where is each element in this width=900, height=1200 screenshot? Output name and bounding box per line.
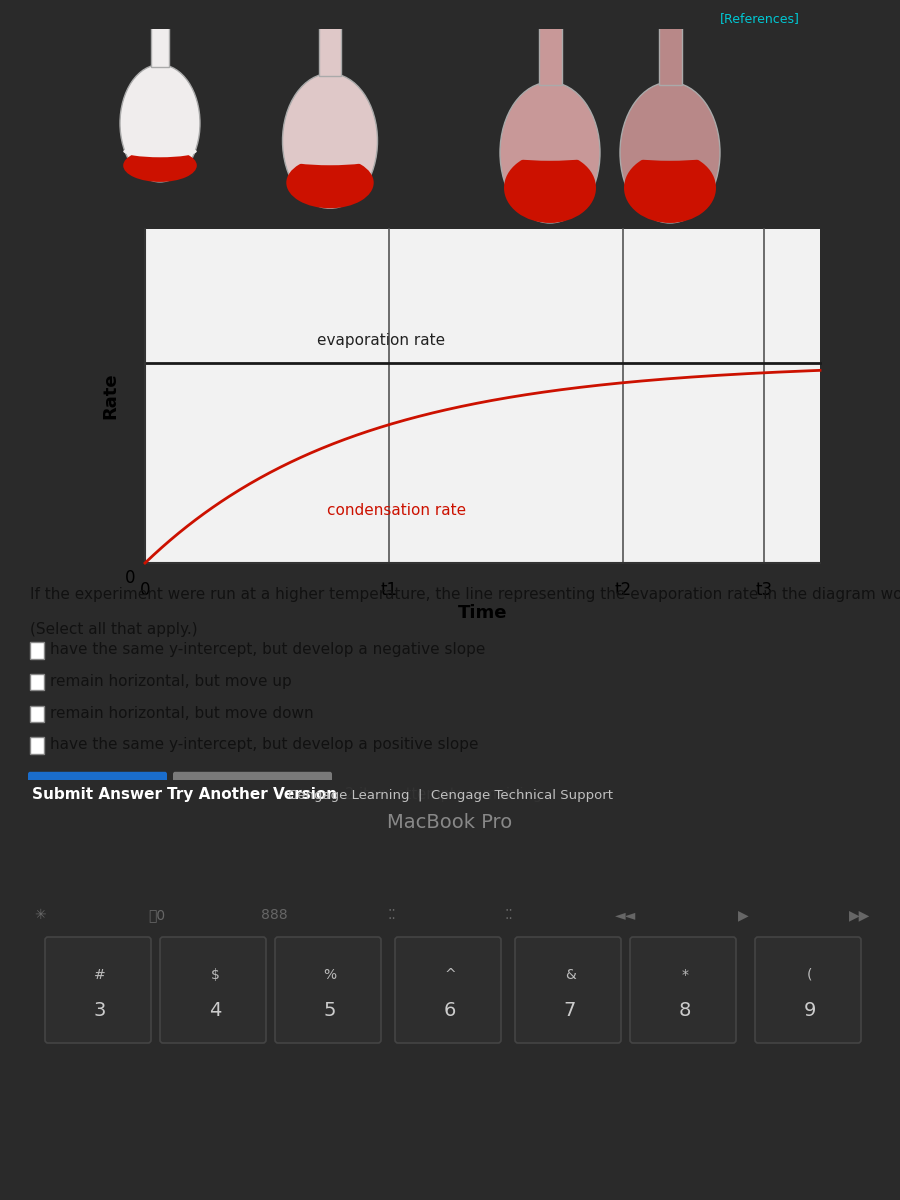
Text: 4: 4 [209,1001,221,1020]
Text: 0: 0 [140,581,150,599]
Text: 0: 0 [125,569,135,587]
FancyBboxPatch shape [30,737,43,754]
Bar [0,6,900,30]
Bar [0,810,900,817]
Text: ✳: ✳ [34,908,46,922]
FancyBboxPatch shape [536,0,564,2]
Ellipse shape [504,152,596,223]
Text: ▶▶: ▶▶ [850,908,870,922]
Ellipse shape [283,73,377,209]
FancyBboxPatch shape [173,772,332,815]
FancyBboxPatch shape [515,937,621,1043]
Ellipse shape [123,149,197,182]
Text: 5: 5 [324,1001,337,1020]
Text: ⁚⁚: ⁚⁚ [504,908,513,922]
Text: evaporation rate: evaporation rate [317,334,446,348]
Text: If the experiment were run at a higher temperature, the line representing the ev: If the experiment were run at a higher t… [30,587,900,601]
Text: *: * [681,968,688,982]
Text: 9: 9 [804,1001,816,1020]
Text: 6: 6 [444,1001,456,1020]
Ellipse shape [624,152,716,223]
Ellipse shape [120,65,200,182]
Ellipse shape [624,149,716,161]
Text: ▶: ▶ [737,908,748,922]
Text: [References]: [References] [720,12,800,25]
FancyBboxPatch shape [28,772,167,815]
Text: MacBook Pro: MacBook Pro [387,812,513,832]
Text: 888: 888 [261,908,288,922]
Text: 2 item attempts remaining: 2 item attempts remaining [345,786,542,802]
Text: 7: 7 [563,1001,576,1020]
Text: 문0: 문0 [148,908,166,922]
Text: Try Another Version: Try Another Version [166,786,338,802]
Text: 8: 8 [679,1001,691,1020]
Text: ^: ^ [445,968,455,982]
Text: t2: t2 [615,581,632,599]
FancyBboxPatch shape [151,0,169,67]
Text: &: & [564,968,575,982]
FancyBboxPatch shape [30,642,43,659]
FancyBboxPatch shape [538,2,562,84]
Text: condensation rate: condensation rate [328,503,466,518]
Text: t1: t1 [380,581,397,599]
Text: (: ( [807,968,813,982]
Text: $: $ [211,968,220,982]
FancyBboxPatch shape [655,0,685,2]
Text: ⁚⁚: ⁚⁚ [387,908,396,922]
Ellipse shape [286,157,374,209]
FancyBboxPatch shape [30,674,43,690]
FancyBboxPatch shape [755,937,861,1043]
Text: Time: Time [458,604,508,622]
Ellipse shape [500,83,600,223]
Text: #: # [94,968,106,982]
Text: Rate: Rate [101,373,119,419]
Ellipse shape [123,145,197,157]
Text: t3: t3 [755,581,772,599]
Text: %: % [323,968,337,982]
Ellipse shape [286,154,374,166]
Text: (Select all that apply.): (Select all that apply.) [30,622,198,637]
Text: have the same y-intercept, but develop a positive slope: have the same y-intercept, but develop a… [50,737,479,752]
Text: Cengage Learning  |  Cengage Technical Support: Cengage Learning | Cengage Technical Sup… [287,788,613,802]
FancyBboxPatch shape [275,937,381,1043]
Text: remain horizontal, but move down: remain horizontal, but move down [50,706,313,721]
Text: ◄◄: ◄◄ [615,908,636,922]
Bar [145,229,820,563]
FancyBboxPatch shape [319,0,341,76]
Ellipse shape [620,83,720,223]
FancyBboxPatch shape [659,2,681,84]
Text: have the same y-intercept, but develop a negative slope: have the same y-intercept, but develop a… [50,642,485,658]
Text: remain horizontal, but move up: remain horizontal, but move up [50,674,292,689]
Ellipse shape [504,149,596,161]
FancyBboxPatch shape [30,706,43,722]
Text: 3: 3 [94,1001,106,1020]
Text: Submit Answer: Submit Answer [32,786,162,802]
FancyBboxPatch shape [160,937,266,1043]
FancyBboxPatch shape [395,937,501,1043]
FancyBboxPatch shape [45,937,151,1043]
FancyBboxPatch shape [630,937,736,1043]
